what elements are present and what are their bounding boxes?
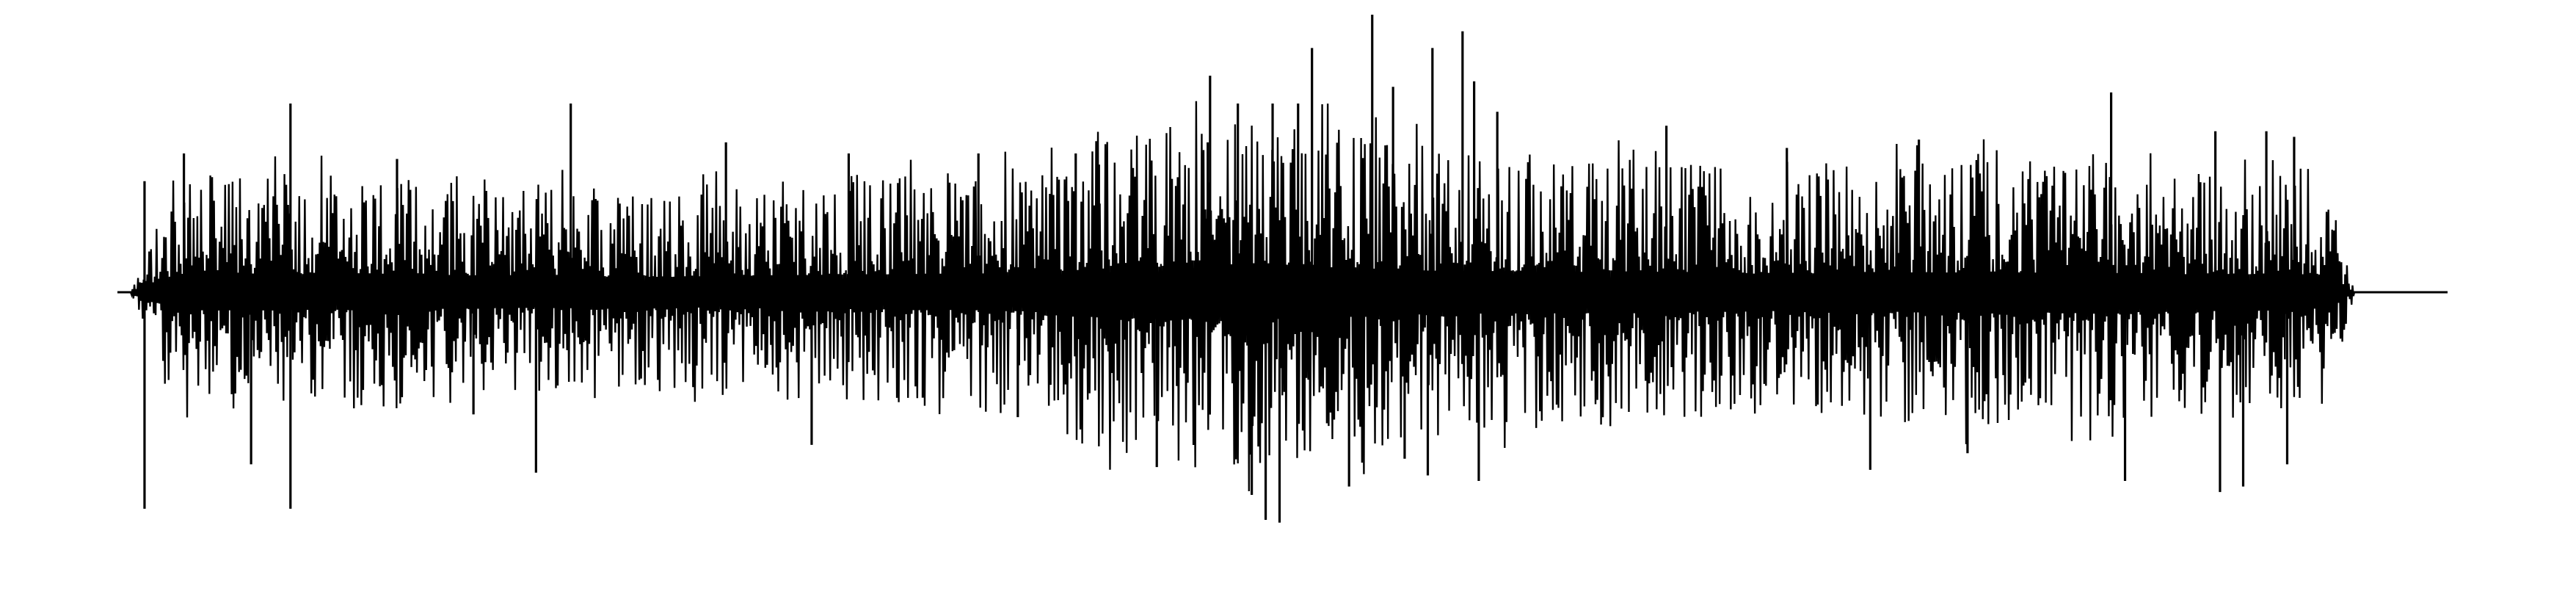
plot-area bbox=[117, 15, 2448, 523]
waveform-line bbox=[129, 101, 2356, 491]
